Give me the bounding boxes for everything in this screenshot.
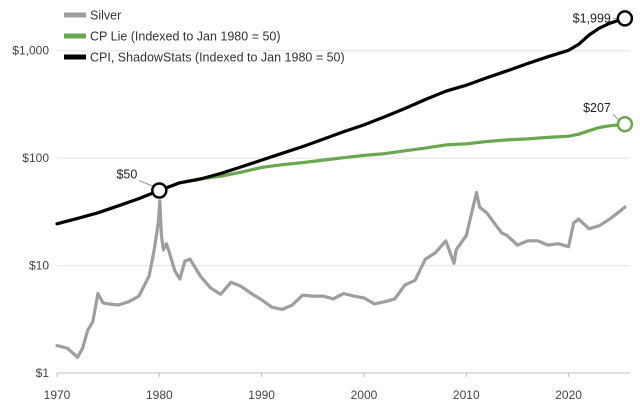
series-line-cp-lie-indexed-to-jan-1980-50 [157, 122, 627, 193]
x-axis-ticks: 1970 1980 1990 2000 2010 2020 [44, 373, 582, 402]
legend-label: CP Lie (Indexed to Jan 1980 = 50) [90, 30, 281, 44]
legend-label: Silver [90, 9, 121, 23]
callout-leader [612, 113, 620, 121]
annotation-marker-50 [151, 182, 168, 199]
callout-leader [139, 180, 154, 187]
annotation-marker-207 [616, 115, 634, 133]
x-tick-label: 1970 [44, 388, 71, 402]
series-lines [55, 16, 627, 359]
x-tick-label: 2010 [453, 388, 480, 402]
legend-swatch-silver [64, 12, 86, 18]
legend-swatch-cpi-shadowstats-indexed-to-jan-1980-50 [64, 54, 86, 60]
x-tick-label: 2020 [555, 388, 582, 402]
annotation-markers: $50 $207 $1,999 [116, 10, 634, 199]
legend-label: CPI, ShadowStats (Indexed to Jan 1980 = … [90, 51, 345, 65]
series-line-cpi-shadowstats-indexed-to-jan-1980-50 [55, 16, 627, 226]
y-tick-label: $1,000 [12, 44, 49, 58]
annotation-marker-1-999 [616, 10, 634, 27]
y-tick-label: $10 [29, 259, 49, 273]
legend: Silver CP Lie (Indexed to Jan 1980 = 50) C… [64, 9, 345, 65]
annotation-label: $207 [583, 101, 611, 115]
annotation-label: $1,999 [573, 11, 611, 25]
y-axis-ticks: $1 $10 $100 $1,000 [12, 44, 49, 380]
y-tick-label: $100 [22, 151, 49, 165]
x-tick-label: 1990 [248, 388, 275, 402]
series-line-silver [55, 190, 627, 359]
x-tick-label: 1980 [146, 388, 173, 402]
x-tick-label: 2000 [351, 388, 378, 402]
legend-swatch-cp-lie-indexed-to-jan-1980-50 [64, 33, 86, 39]
y-tick-label: $1 [36, 366, 50, 380]
annotation-label: $50 [116, 168, 137, 182]
